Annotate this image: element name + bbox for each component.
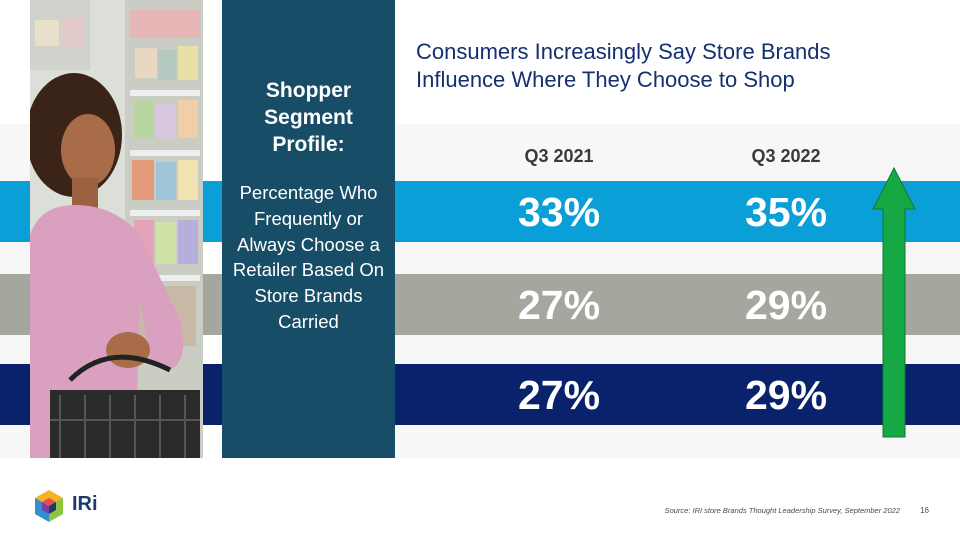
profile-description: Percentage Who Frequently or Always Choo… <box>232 182 385 332</box>
profile-title: Shopper Segment Profile: <box>264 79 353 156</box>
logo-text: IRi <box>72 493 98 515</box>
value-row2-q3-2021: 27% <box>517 282 601 328</box>
column-header-q3-2021: Q3 2021 <box>524 146 594 166</box>
source-note: Source: IRI store Brands Thought Leaders… <box>664 506 900 515</box>
page-number: 16 <box>920 506 929 515</box>
column-header-q3-2022: Q3 2022 <box>751 146 821 166</box>
value-row3-q3-2021: 27% <box>517 372 601 418</box>
value-row2-q3-2022: 29% <box>744 282 828 328</box>
iri-logo-icon <box>35 490 63 522</box>
value-row3-q3-2022: 29% <box>744 372 828 418</box>
value-row1-q3-2021: 33% <box>517 189 601 235</box>
up-arrow-icon <box>872 167 916 438</box>
shopper-profile-panel: Shopper Segment Profile: Percentage Who … <box>222 0 395 458</box>
shopper-photo-overlay <box>30 0 203 458</box>
value-row1-q3-2022: 35% <box>744 189 828 235</box>
slide-headline: Consumers Increasingly Say Store Brands … <box>416 39 831 92</box>
